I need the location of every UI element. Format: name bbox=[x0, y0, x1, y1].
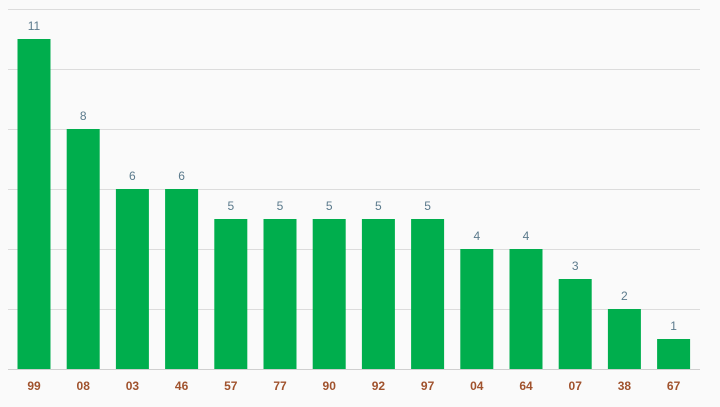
bar-97 bbox=[411, 219, 445, 369]
data-label-99: 11 bbox=[28, 19, 41, 33]
bar-77 bbox=[263, 219, 297, 369]
x-tick-label-46: 46 bbox=[175, 379, 189, 393]
bar-46 bbox=[165, 189, 199, 369]
data-label-38: 2 bbox=[621, 289, 628, 303]
data-label-64: 4 bbox=[523, 229, 530, 243]
data-label-03: 6 bbox=[129, 169, 136, 183]
bar-03 bbox=[115, 189, 149, 369]
data-label-08: 8 bbox=[80, 109, 87, 123]
x-tick-label-57: 57 bbox=[224, 379, 238, 393]
data-label-92: 5 bbox=[375, 199, 382, 213]
x-tick-label-03: 03 bbox=[126, 379, 140, 393]
data-label-57: 5 bbox=[227, 199, 234, 213]
gridlines bbox=[8, 9, 700, 370]
x-tick-label-07: 07 bbox=[569, 379, 583, 393]
bar-90 bbox=[312, 219, 346, 369]
bar-99 bbox=[17, 39, 51, 369]
bar-07 bbox=[558, 279, 592, 369]
bars bbox=[17, 39, 691, 369]
x-tick-label-92: 92 bbox=[372, 379, 386, 393]
x-tick-label-38: 38 bbox=[618, 379, 632, 393]
x-tick-labels: 99 08 03 46 57 77 90 92 97 04 64 07 38 67 bbox=[27, 379, 680, 393]
x-tick-label-90: 90 bbox=[323, 379, 337, 393]
data-label-77: 5 bbox=[277, 199, 284, 213]
x-tick-label-97: 97 bbox=[421, 379, 435, 393]
x-tick-label-64: 64 bbox=[519, 379, 533, 393]
x-tick-label-67: 67 bbox=[667, 379, 681, 393]
data-label-07: 3 bbox=[572, 259, 579, 273]
x-tick-label-99: 99 bbox=[27, 379, 41, 393]
bar-38 bbox=[607, 309, 641, 369]
x-tick-label-04: 04 bbox=[470, 379, 484, 393]
bar-57 bbox=[214, 219, 248, 369]
bar-08 bbox=[66, 129, 100, 369]
data-label-46: 6 bbox=[178, 169, 185, 183]
bar-92 bbox=[361, 219, 395, 369]
data-label-90: 5 bbox=[326, 199, 333, 213]
bar-04 bbox=[460, 249, 494, 369]
bar-64 bbox=[509, 249, 543, 369]
x-tick-label-08: 08 bbox=[77, 379, 91, 393]
data-labels: 11 8 6 6 5 5 5 5 5 4 4 3 2 1 bbox=[28, 19, 677, 333]
data-label-97: 5 bbox=[424, 199, 431, 213]
bar-67 bbox=[657, 339, 691, 369]
data-label-67: 1 bbox=[670, 319, 677, 333]
data-label-04: 4 bbox=[473, 229, 480, 243]
x-tick-label-77: 77 bbox=[273, 379, 287, 393]
